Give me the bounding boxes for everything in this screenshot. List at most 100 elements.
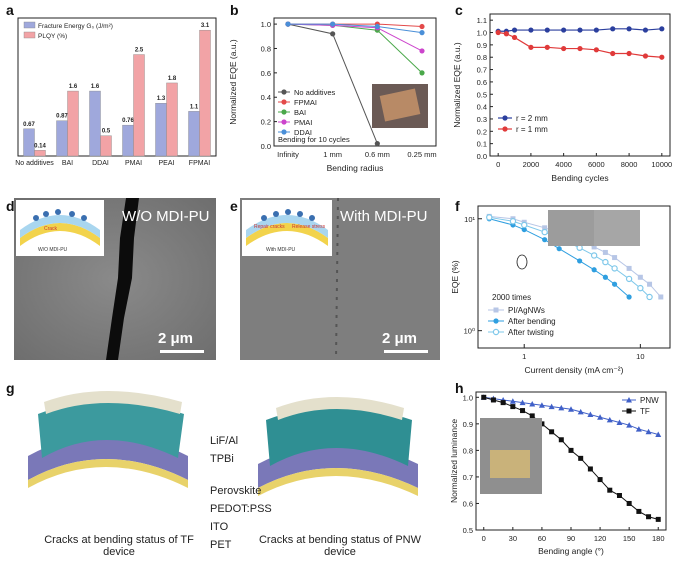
point-2-3 <box>419 70 425 76</box>
bar-label-1-0: 0.14 <box>34 143 46 149</box>
ytick-label-7: 0.7 <box>477 66 487 75</box>
bar-1-5 <box>199 29 211 157</box>
point-2-11 <box>646 293 653 301</box>
point-0-3 <box>509 398 516 404</box>
inset-crack-label: Crack <box>44 226 58 232</box>
category-label-3: PMAI <box>125 160 142 167</box>
legend-marker-1 <box>493 318 499 324</box>
sem-scale-text: 2 μm <box>158 330 194 347</box>
inset-schematic-graphic-e <box>246 209 328 246</box>
chart-b-bending-radius: 0.0 0.2 0.4 0.6 0.8 1.0 Infinity 1 mm 0.6 mm 0.25… <box>228 17 437 173</box>
point-1-3 <box>528 44 534 50</box>
legend-label-0: Fracture Energy G₀ (J/m²) <box>38 23 113 30</box>
bar-label-1-3: 2.5 <box>135 48 144 54</box>
point-4-0 <box>285 21 291 27</box>
ytick-label-5: 1.0 <box>261 20 271 29</box>
point-0-6 <box>591 244 597 250</box>
point-0-8 <box>612 255 618 261</box>
legend-label-3: PMAI <box>294 118 312 127</box>
legend-label-1: TF <box>640 407 650 416</box>
point-0-7 <box>593 27 599 33</box>
point-1-7 <box>549 429 555 435</box>
point-4-1 <box>330 21 336 27</box>
y-axis-title: Normalized luminance <box>449 419 459 503</box>
category-label-1: BAI <box>62 160 73 167</box>
point-2-9 <box>625 275 633 283</box>
xtick-label-5: 10000 <box>651 160 672 169</box>
point-1-1 <box>490 397 496 403</box>
point-1-7 <box>593 47 599 53</box>
point-1-17 <box>646 514 652 520</box>
point-1-11 <box>587 466 593 472</box>
annotation-ellipse <box>516 254 528 270</box>
point-2-0 <box>486 214 493 221</box>
ytick-label-3: 0.3 <box>477 115 487 124</box>
point-0-2 <box>374 140 380 147</box>
point-1-2 <box>511 34 518 41</box>
bar-1-1 <box>67 90 79 157</box>
ytick-label-3: 0.6 <box>261 69 271 78</box>
sem-label-without: W/O MDI-PU <box>122 208 210 225</box>
ytick-label-1: 0.1 <box>477 140 487 149</box>
x-axis-title: Bending angle (°) <box>538 546 604 556</box>
xtick-label-5: 150 <box>623 534 636 543</box>
point-1-3 <box>510 404 516 410</box>
xtick-label-2: 0.6 mm <box>365 150 390 159</box>
xtick-label-3: 0.25 mm <box>407 150 436 159</box>
x-axis-title: Bending cycles <box>551 173 608 183</box>
chart-f-eqe-current: 10⁰ 1 10¹ 10 Current density (mA cm⁻²) EQE (%… <box>450 205 671 375</box>
bar-label-1-4: 1.8 <box>168 76 177 82</box>
bar-0-2 <box>89 90 101 157</box>
ytick-label-2: 0.7 <box>463 473 473 482</box>
series-line-4 <box>288 23 423 34</box>
bar-0-5 <box>188 111 200 157</box>
x-axis-title: Bending radius <box>327 163 384 173</box>
ytick-label-0: 0.5 <box>463 526 473 535</box>
inset-repair-label: Repair cracks <box>254 224 285 230</box>
bar-0-1 <box>56 120 68 157</box>
xtick-label-0: 1 <box>522 352 526 361</box>
device-illustration-graphic <box>28 391 418 496</box>
xtick-label-2: 60 <box>538 534 546 543</box>
point-0-6 <box>538 402 545 408</box>
point-0-9 <box>626 265 632 271</box>
point-1-13 <box>607 487 613 493</box>
point-0-7 <box>548 403 555 410</box>
point-0-14 <box>616 419 623 426</box>
point-0-11 <box>647 281 653 287</box>
point-0-3 <box>528 27 534 33</box>
point-0-6 <box>577 27 583 33</box>
ytick-label-1: 0.6 <box>463 499 473 508</box>
panel-label-f: f <box>455 198 460 214</box>
ytick-label-0: 0.0 <box>477 152 487 161</box>
chart-a-fracture-plqy: 0.67 0.14 No additives 0.87 1.6 BAI 1.6 0.5 DDAI… <box>15 17 217 167</box>
inset-photo-2 <box>594 210 640 246</box>
point-1-1 <box>503 31 509 37</box>
point-0-9 <box>626 26 632 32</box>
category-label-0: No additives <box>15 160 54 167</box>
bar-0-3 <box>122 124 134 157</box>
chart-h-luminance-angle: 0.5 0.6 0.7 0.8 0.9 1.0 0 30 60 90 120 150 180 Bendin… <box>449 391 667 556</box>
xtick-label-6: 180 <box>652 534 665 543</box>
sem-scale-bar-e <box>384 350 428 353</box>
bar-0-0 <box>23 128 35 157</box>
point-1-3 <box>542 237 548 243</box>
point-1-10 <box>642 53 649 59</box>
series-line-1 <box>489 218 630 298</box>
ytick-label-6: 0.6 <box>477 78 487 87</box>
y-axis-title: Normalized EQE (a.u.) <box>452 42 462 128</box>
point-0-7 <box>602 249 608 255</box>
point-0-5 <box>529 400 536 407</box>
panel-label-h: h <box>455 380 464 396</box>
point-1-8 <box>611 281 618 287</box>
point-1-5 <box>561 45 567 52</box>
point-0-18 <box>655 431 662 437</box>
legend-label-1: FPMAI <box>294 98 317 107</box>
ytick-label-8: 0.8 <box>477 53 487 62</box>
panel-label-e: e <box>230 198 238 214</box>
chart-c-bending-cycles: 0.0 0.1 0.2 0.3 0.4 0.5 0.6 0.7 0.8 0.9 1.0 1.1 0 200… <box>452 13 672 183</box>
legend-marker-1 <box>502 126 508 132</box>
inset-caption-with: With MDI-PU <box>266 247 296 253</box>
point-1-6 <box>577 45 583 52</box>
point-1-0 <box>495 29 501 36</box>
